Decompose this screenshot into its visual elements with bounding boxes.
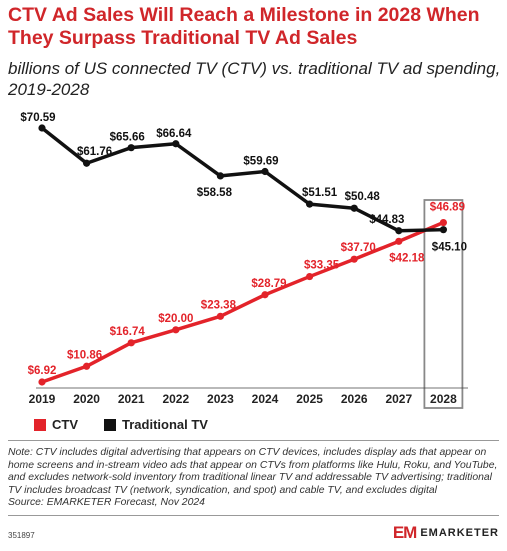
data-label-traditional-tv-2019: $70.59 (20, 112, 55, 124)
point-traditional-tv-2019 (38, 124, 46, 132)
footer-divider-bottom (8, 515, 499, 516)
point-ctv-2022 (172, 326, 180, 334)
x-tick-label-2026: 2026 (341, 392, 368, 406)
note-text: Note: CTV includes digital advertising t… (8, 447, 498, 496)
legend-label-ctv: CTV (52, 417, 78, 432)
point-traditional-tv-2022 (172, 140, 180, 148)
legend-swatch-traditional-tv (104, 418, 116, 431)
data-label-ctv-2019: $6.92 (28, 365, 57, 377)
emarketer-logo: EM EMARKETER (393, 523, 499, 543)
point-ctv-2026 (350, 255, 358, 263)
data-label-traditional-tv-2020: $61.76 (77, 146, 112, 158)
data-label-ctv-2027: $42.18 (389, 252, 425, 264)
data-label-ctv-2023: $23.38 (201, 299, 237, 311)
data-label-ctv-2025: $33.35 (304, 260, 340, 272)
data-label-traditional-tv-2021: $65.66 (110, 132, 145, 144)
emarketer-logo-mark: EM (392, 523, 417, 542)
chart-legend: CTV Traditional TV (34, 417, 208, 432)
point-traditional-tv-2026 (350, 204, 358, 212)
chart-subtitle: billions of US connected TV (CTV) vs. tr… (8, 59, 501, 99)
series-line-traditional-tv (40, 126, 446, 233)
point-ctv-2019 (38, 378, 46, 386)
data-label-traditional-tv-2026: $50.48 (345, 191, 381, 203)
data-label-ctv-2022: $20.00 (158, 313, 193, 325)
point-traditional-tv-2024 (261, 167, 269, 176)
chart-id: 351897 (8, 531, 35, 540)
x-tick-label-2025: 2025 (296, 392, 323, 406)
point-traditional-tv-2023 (216, 172, 224, 180)
data-label-traditional-tv-2024: $59.69 (243, 155, 278, 167)
line-chart: 2019 2020 2021 2022 2023 2024 2025 2026 2027 2028… (20, 112, 468, 409)
legend-label-traditional-tv: Traditional TV (122, 417, 208, 432)
point-ctv-2023 (216, 312, 224, 320)
data-label-traditional-tv-2025: $51.51 (302, 187, 338, 199)
x-tick-label-2021: 2021 (118, 392, 145, 406)
data-label-traditional-tv-2027: $44.83 (369, 214, 404, 226)
x-tick-label-2028: 2028 (430, 392, 457, 406)
x-tick-label-2019: 2019 (29, 392, 56, 406)
data-label-ctv-2028: $46.89 (430, 202, 465, 214)
data-label-ctv-2024: $28.79 (251, 278, 286, 290)
data-label-ctv-2020: $10.86 (67, 349, 102, 361)
chart-note: Note: CTV includes digital advertising t… (8, 447, 500, 510)
x-tick-label-2024: 2024 (252, 392, 279, 406)
point-ctv-2025 (306, 272, 314, 281)
point-ctv-2020 (83, 362, 91, 370)
data-label-traditional-tv-2023: $58.58 (197, 187, 233, 199)
footer-divider-top (8, 440, 499, 441)
data-label-traditional-tv-2028: $45.10 (432, 242, 467, 254)
point-traditional-tv-2021 (127, 144, 135, 152)
x-tick-label-2023: 2023 (207, 392, 234, 406)
point-ctv-2024 (261, 291, 269, 299)
point-ctv-2027 (395, 237, 403, 245)
emarketer-logo-name: EMARKETER (420, 527, 499, 539)
x-tick-label-2022: 2022 (162, 392, 189, 406)
data-label-ctv-2026: $37.70 (341, 242, 376, 254)
data-label-traditional-tv-2022: $66.64 (156, 128, 192, 140)
point-traditional-tv-2020 (83, 159, 91, 167)
point-ctv-2021 (127, 339, 135, 347)
chart-title: CTV Ad Sales Will Reach a Milestone in 2… (8, 4, 480, 49)
x-tick-label-2020: 2020 (73, 392, 100, 406)
series-line-ctv (40, 220, 446, 384)
point-traditional-tv-2025 (306, 200, 314, 208)
point-ctv-2028 (439, 218, 447, 227)
data-label-ctv-2021: $16.74 (110, 326, 146, 338)
point-traditional-tv-2028 (439, 226, 447, 234)
x-tick-label-2027: 2027 (385, 392, 412, 406)
legend-swatch-ctv (34, 418, 46, 431)
point-traditional-tv-2027 (395, 227, 403, 235)
source-text: Source: EMARKETER Forecast, Nov 2024 (8, 497, 205, 508)
highlight-box-2028 (423, 199, 464, 409)
